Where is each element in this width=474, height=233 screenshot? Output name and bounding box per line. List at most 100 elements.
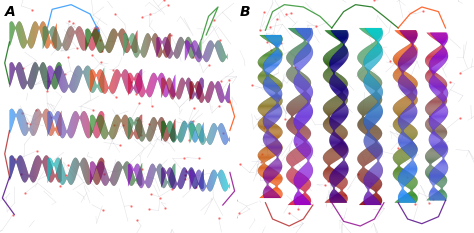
Polygon shape — [340, 48, 347, 49]
Polygon shape — [427, 103, 447, 104]
Polygon shape — [331, 76, 338, 78]
Polygon shape — [323, 75, 343, 76]
Polygon shape — [275, 92, 278, 93]
Polygon shape — [398, 176, 415, 177]
Polygon shape — [260, 160, 269, 161]
Polygon shape — [258, 171, 277, 172]
Polygon shape — [328, 116, 330, 117]
Polygon shape — [291, 65, 293, 67]
Polygon shape — [429, 124, 440, 125]
Polygon shape — [273, 106, 281, 107]
Polygon shape — [330, 117, 347, 118]
Polygon shape — [360, 68, 367, 69]
Polygon shape — [325, 70, 334, 71]
Polygon shape — [428, 198, 447, 199]
Polygon shape — [258, 155, 276, 156]
Polygon shape — [299, 169, 313, 170]
Polygon shape — [431, 77, 437, 78]
Polygon shape — [331, 127, 338, 128]
Polygon shape — [358, 156, 379, 157]
Polygon shape — [258, 154, 278, 155]
Polygon shape — [338, 192, 345, 193]
Polygon shape — [425, 173, 444, 174]
Polygon shape — [365, 134, 382, 135]
Polygon shape — [429, 118, 446, 119]
Polygon shape — [258, 152, 280, 153]
Polygon shape — [267, 58, 282, 59]
Polygon shape — [287, 156, 308, 157]
Polygon shape — [398, 66, 410, 67]
Polygon shape — [295, 76, 303, 77]
Polygon shape — [336, 186, 346, 187]
Polygon shape — [365, 115, 382, 116]
Polygon shape — [263, 193, 278, 194]
Polygon shape — [295, 175, 312, 176]
Polygon shape — [307, 43, 309, 44]
Polygon shape — [398, 138, 411, 139]
Polygon shape — [307, 160, 310, 161]
Polygon shape — [367, 90, 383, 91]
Polygon shape — [393, 74, 410, 75]
Polygon shape — [330, 58, 347, 59]
Polygon shape — [271, 189, 281, 190]
Polygon shape — [393, 110, 409, 111]
Polygon shape — [296, 148, 313, 149]
Polygon shape — [333, 86, 347, 87]
Polygon shape — [393, 61, 408, 62]
Polygon shape — [365, 193, 372, 194]
Polygon shape — [365, 116, 382, 117]
Polygon shape — [399, 60, 415, 61]
Polygon shape — [269, 56, 282, 57]
Polygon shape — [372, 88, 380, 89]
Polygon shape — [437, 137, 446, 138]
Polygon shape — [429, 35, 447, 36]
Polygon shape — [294, 185, 311, 186]
Polygon shape — [430, 116, 447, 117]
Polygon shape — [334, 150, 348, 151]
Polygon shape — [274, 187, 279, 188]
Polygon shape — [393, 76, 414, 78]
Polygon shape — [296, 69, 301, 71]
Polygon shape — [332, 147, 348, 148]
Polygon shape — [288, 113, 297, 114]
Polygon shape — [340, 162, 346, 163]
Polygon shape — [261, 118, 267, 119]
Polygon shape — [370, 34, 383, 35]
Polygon shape — [302, 92, 308, 93]
Text: B: B — [239, 5, 250, 19]
Polygon shape — [294, 120, 310, 121]
Polygon shape — [330, 50, 348, 51]
Polygon shape — [308, 42, 309, 43]
Polygon shape — [334, 47, 347, 48]
Polygon shape — [425, 108, 443, 109]
Polygon shape — [273, 48, 279, 49]
Polygon shape — [331, 133, 337, 134]
Polygon shape — [398, 62, 414, 63]
Polygon shape — [441, 44, 443, 45]
Polygon shape — [429, 82, 443, 83]
Polygon shape — [261, 56, 283, 57]
Polygon shape — [394, 202, 417, 203]
Polygon shape — [399, 182, 409, 183]
Polygon shape — [437, 164, 447, 165]
Polygon shape — [293, 98, 311, 99]
Polygon shape — [394, 153, 417, 154]
Polygon shape — [298, 86, 310, 87]
Polygon shape — [263, 81, 275, 82]
Polygon shape — [364, 124, 375, 125]
Polygon shape — [373, 165, 382, 166]
Polygon shape — [441, 44, 446, 45]
Polygon shape — [258, 121, 272, 122]
Polygon shape — [287, 162, 299, 164]
Polygon shape — [289, 29, 310, 30]
Polygon shape — [428, 82, 447, 83]
Polygon shape — [393, 57, 414, 58]
Polygon shape — [358, 177, 379, 178]
Polygon shape — [267, 39, 282, 40]
Polygon shape — [393, 58, 412, 59]
Polygon shape — [330, 84, 348, 85]
Polygon shape — [268, 191, 282, 192]
Polygon shape — [393, 176, 415, 177]
Polygon shape — [332, 56, 348, 57]
Polygon shape — [376, 103, 380, 104]
